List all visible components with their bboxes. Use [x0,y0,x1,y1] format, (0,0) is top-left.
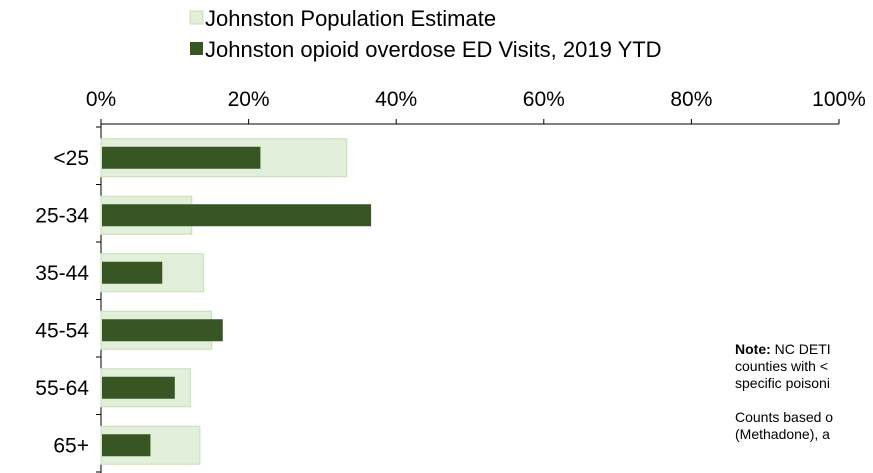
note-label: Note: [735,341,771,357]
x-axis: 0% 20% 40% 60% 80% 100% [86,88,866,125]
x-tick-label: 40% [375,88,417,111]
y-axis: <25 25-34 35-44 45-54 55-64 65+ [35,124,102,473]
category-label: <25 [53,147,89,170]
bar-ed-visits [102,434,151,457]
legend-label-1: Johnston Population Estimate [205,6,496,31]
x-tick-label: 0% [86,88,116,111]
note-line-4: Counts based o [735,409,834,425]
category-label: 45-54 [35,319,89,342]
x-tick-label: 100% [812,88,866,111]
x-tick-label: 20% [228,88,270,111]
legend-swatch-2 [190,42,203,55]
note-line-2: counties with < [735,358,828,374]
x-tick-label: 80% [670,88,712,111]
category-label: 35-44 [35,262,89,285]
category-label: 65+ [53,434,89,457]
bar-ed-visits [102,204,372,227]
note-line-3: specific poisoni [735,375,830,391]
bar-ed-visits [102,376,175,399]
bar-ed-visits [102,319,223,342]
bar-ed-visits [102,261,163,284]
legend-label-2: Johnston opioid overdose ED Visits, 2019… [205,37,662,62]
note-text: Note: NC DETI counties with < specific p… [735,341,873,443]
category-label: 55-64 [35,377,89,400]
legend: Johnston Population Estimate Johnston opi… [189,6,662,62]
bar-ed-visits [102,146,261,169]
category-label: 25-34 [35,204,89,227]
bars [100,138,372,465]
legend-swatch-1 [189,10,204,25]
note-line-5: (Methadone), a [735,426,830,442]
x-tick-label: 60% [523,88,565,111]
note-line-1: NC DETI [770,341,831,357]
